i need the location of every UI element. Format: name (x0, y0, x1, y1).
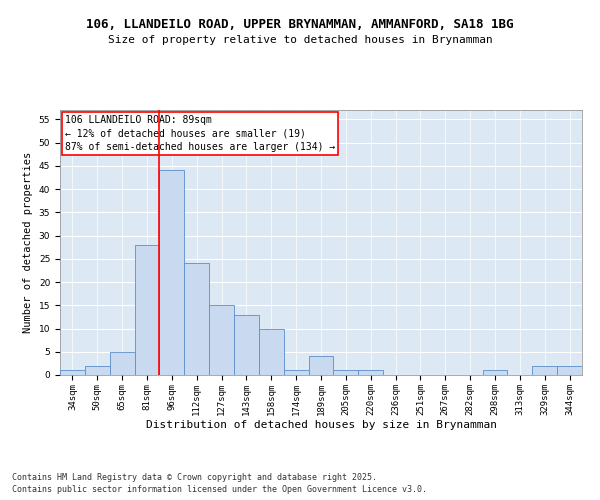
Text: 106 LLANDEILO ROAD: 89sqm
← 12% of detached houses are smaller (19)
87% of semi-: 106 LLANDEILO ROAD: 89sqm ← 12% of detac… (65, 116, 335, 152)
Text: Contains HM Land Registry data © Crown copyright and database right 2025.: Contains HM Land Registry data © Crown c… (12, 474, 377, 482)
Text: Contains public sector information licensed under the Open Government Licence v3: Contains public sector information licen… (12, 485, 427, 494)
Bar (259, 328, 284, 375)
Bar (184, 264, 209, 375)
Bar (209, 306, 234, 375)
Bar (284, 370, 308, 375)
Bar (234, 314, 259, 375)
Bar (85, 366, 110, 375)
Y-axis label: Number of detached properties: Number of detached properties (23, 152, 33, 333)
Bar (160, 170, 184, 375)
Text: Size of property relative to detached houses in Brynamman: Size of property relative to detached ho… (107, 35, 493, 45)
Bar (308, 356, 334, 375)
Bar (60, 370, 85, 375)
Bar (358, 370, 383, 375)
Text: 106, LLANDEILO ROAD, UPPER BRYNAMMAN, AMMANFORD, SA18 1BG: 106, LLANDEILO ROAD, UPPER BRYNAMMAN, AM… (86, 18, 514, 30)
Bar (557, 366, 582, 375)
Bar (482, 370, 508, 375)
X-axis label: Distribution of detached houses by size in Brynamman: Distribution of detached houses by size … (146, 420, 497, 430)
Bar (334, 370, 358, 375)
Bar (134, 245, 160, 375)
Bar (110, 352, 134, 375)
Bar (532, 366, 557, 375)
